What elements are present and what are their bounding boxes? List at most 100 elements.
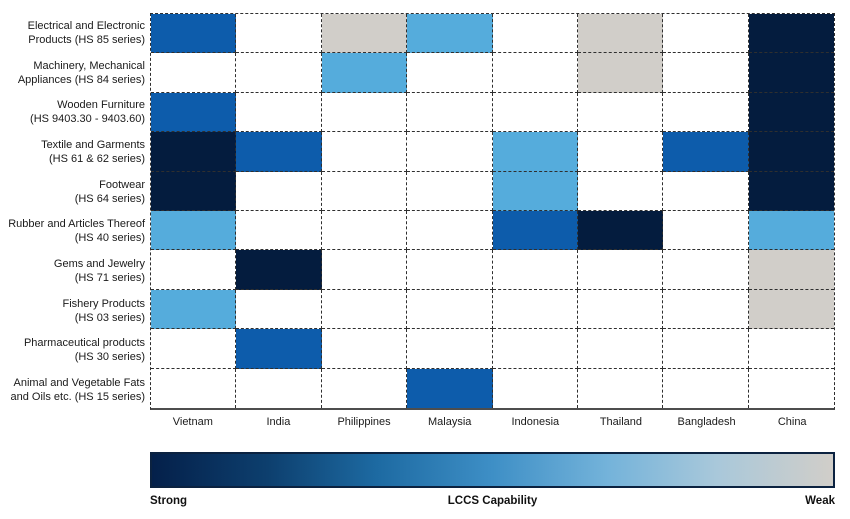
capability-colorbar (150, 452, 835, 488)
heatmap-cell (236, 368, 322, 408)
heatmap-cell (407, 53, 493, 93)
heatmap-cell (407, 329, 493, 369)
heatmap-cell (321, 92, 408, 133)
heatmap-cell (321, 329, 408, 369)
heatmap-cell (321, 171, 408, 211)
y-axis-label: Wooden Furniture (HS 9403.30 - 9403.60) (30, 99, 145, 126)
legend-title: LCCS Capability (447, 495, 538, 507)
y-axis-label: Animal and Vegetable Fats and Oils etc. … (10, 377, 146, 404)
heatmap-cell (236, 211, 322, 251)
x-axis-label: China (777, 416, 807, 428)
y-axis-label: Footwear (HS 64 series) (74, 178, 145, 205)
heatmap-cell (151, 368, 237, 408)
heatmap-cell (748, 368, 834, 408)
x-axis-label: Indonesia (511, 416, 560, 428)
heatmap-cell (321, 53, 408, 93)
heatmap-cell (321, 368, 408, 408)
heatmap-cell (577, 171, 664, 211)
heatmap-cell (577, 329, 664, 369)
y-axis-label: Electrical and Electronic Products (HS 8… (27, 19, 145, 46)
heatmap-cell (492, 171, 578, 211)
heatmap-cell (748, 92, 834, 133)
heatmap-cell (748, 132, 834, 172)
heatmap-cell (748, 329, 834, 369)
heatmap-cell (321, 211, 408, 251)
heatmap-cell (748, 53, 834, 93)
heatmap-cell (407, 171, 493, 211)
heatmap-cell (407, 92, 493, 133)
heatmap-cell (407, 368, 493, 408)
heatmap-cell (663, 171, 749, 211)
heatmap-cell (407, 132, 493, 172)
x-axis-labels: Vietnam India Philippines Malaysia Indonesia… (150, 414, 835, 430)
x-axis-label: Bangladesh (677, 416, 736, 428)
y-axis-label: Fishery Products (HS 03 series) (62, 297, 145, 324)
heatmap-cell (577, 132, 664, 172)
heatmap-cell (577, 289, 664, 330)
heatmap-cell (748, 211, 834, 251)
heatmap-cell (492, 92, 578, 133)
heatmap-cell (663, 289, 749, 330)
heatmap-cell (236, 250, 322, 290)
heatmap-cell (321, 250, 408, 290)
heatmap-cell (321, 289, 408, 330)
x-axis-label: India (266, 416, 291, 428)
heatmap-cell (151, 132, 237, 172)
heatmap-cell (748, 250, 834, 290)
y-axis-label: Gems and Jewelry (HS 71 series) (53, 258, 145, 285)
heatmap-cell (663, 211, 749, 251)
heatmap-cell (151, 211, 237, 251)
legend-strong-label: Strong (150, 495, 188, 507)
heatmap-cell (236, 329, 322, 369)
heatmap-cell (492, 14, 578, 54)
legend-weak-label: Weak (805, 495, 835, 507)
heatmap-cell (577, 368, 664, 408)
heatmap-cell (492, 329, 578, 369)
heatmap-cell (492, 289, 578, 330)
heatmap-cell (151, 14, 237, 54)
heatmap-cell (492, 250, 578, 290)
heatmap-cell (748, 289, 834, 330)
heatmap-cell (151, 250, 237, 290)
y-axis-label: Pharmaceutical products (HS 30 series) (23, 337, 145, 364)
heatmap-grid (150, 13, 835, 410)
heatmap-cell (236, 132, 322, 172)
heatmap-cell (577, 92, 664, 133)
heatmap-cell (151, 289, 237, 330)
heatmap-cell (492, 53, 578, 93)
heatmap-cell (236, 14, 322, 54)
heatmap-cell (492, 368, 578, 408)
heatmap-cell (321, 14, 408, 54)
heatmap-cell (407, 289, 493, 330)
heatmap-cell (748, 14, 834, 54)
heatmap-cell (663, 132, 749, 172)
heatmap-cell (236, 92, 322, 133)
heatmap-cell (236, 171, 322, 211)
heatmap-cell (577, 14, 664, 54)
heatmap-cell (663, 329, 749, 369)
heatmap-cell (748, 171, 834, 211)
y-axis-labels: Electrical and Electronic Products (HS 8… (0, 13, 145, 410)
heatmap-cell (492, 211, 578, 251)
x-axis-label: Vietnam (172, 416, 213, 428)
heatmap-cell (492, 132, 578, 172)
heatmap-cell (577, 53, 664, 93)
heatmap-cell (151, 92, 237, 133)
heatmap-cell (663, 250, 749, 290)
heatmap-cell (151, 53, 237, 93)
heatmap-cell (407, 250, 493, 290)
heatmap-cell (151, 329, 237, 369)
colorbar-labels: Strong LCCS Capability Weak (150, 495, 835, 511)
x-axis-label: Philippines (337, 416, 391, 428)
heatmap-cell (577, 211, 664, 251)
heatmap-cell (663, 92, 749, 133)
heatmap-cell (407, 211, 493, 251)
heatmap-cell (151, 171, 237, 211)
heatmap-cell (321, 132, 408, 172)
heatmap-cell (663, 368, 749, 408)
heatmap-cell (236, 53, 322, 93)
x-axis-label: Malaysia (427, 416, 472, 428)
y-axis-label: Rubber and Articles Thereof (HS 40 serie… (8, 218, 145, 245)
heatmap-cell (577, 250, 664, 290)
